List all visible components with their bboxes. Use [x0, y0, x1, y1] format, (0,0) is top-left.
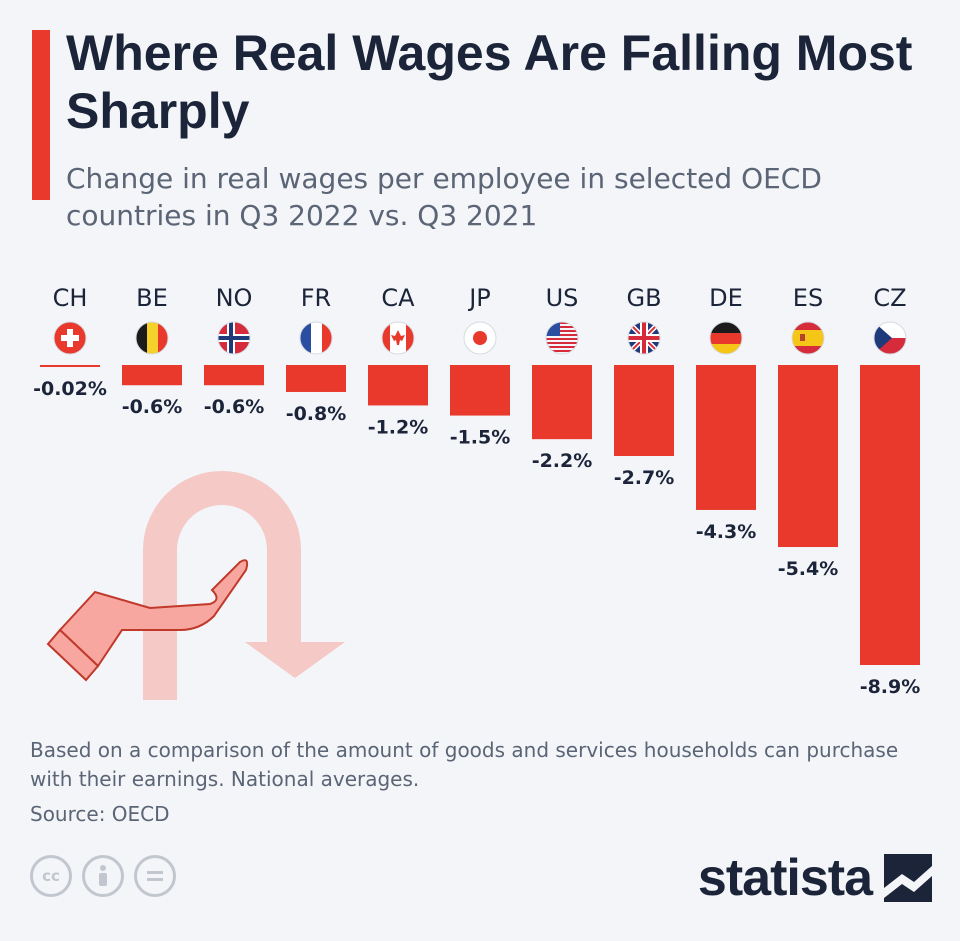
flag-japan-icon — [464, 322, 496, 354]
statista-logo[interactable]: statista — [698, 848, 932, 908]
bar-jp — [450, 365, 510, 416]
flag-norway-icon — [218, 322, 250, 354]
page-subtitle: Change in real wages per employee in sel… — [66, 162, 822, 232]
flag-switzerland-icon — [54, 322, 86, 354]
bar-us — [532, 365, 592, 440]
country-label-be: BE — [136, 284, 168, 312]
page-title: Where Real Wages Are Falling Most Sharpl… — [66, 25, 913, 139]
country-label-es: ES — [793, 284, 823, 312]
value-label-ca: -1.2% — [368, 416, 429, 438]
flag-outline — [791, 321, 825, 355]
statista-mark-icon — [884, 854, 932, 902]
country-label-cz: CZ — [873, 284, 906, 312]
value-label-ch: -0.02% — [33, 378, 107, 400]
country-label-de: DE — [709, 284, 743, 312]
flag-belgium-icon — [136, 322, 168, 354]
flag-france-icon — [300, 322, 332, 354]
flag-outline — [53, 321, 87, 355]
title-accent-bar — [32, 30, 50, 200]
country-label-fr: FR — [301, 284, 331, 312]
value-label-be: -0.6% — [122, 396, 183, 418]
value-label-gb: -2.7% — [614, 467, 675, 489]
flag-outline — [873, 321, 907, 355]
flag-outline — [135, 321, 169, 355]
country-label-gb: GB — [626, 284, 661, 312]
value-label-es: -5.4% — [778, 558, 839, 580]
bar-de — [696, 365, 756, 510]
bar-no — [204, 365, 264, 386]
value-label-de: -4.3% — [696, 521, 757, 543]
bar-chart: CH BE NO FR CA JP US GB DE ES CZ -0.02%-0.6% -0.6% -… — [33, 284, 921, 700]
flag-germany-icon — [710, 322, 742, 354]
flag-canada-icon — [382, 322, 414, 354]
flag-outline — [381, 321, 415, 355]
bar-es — [778, 365, 838, 548]
chart-note: Based on a comparison of the amount of g… — [30, 738, 899, 791]
country-label-us: US — [546, 284, 579, 312]
bar-ca — [368, 365, 428, 406]
country-label-no: NO — [216, 284, 253, 312]
value-label-jp: -1.5% — [450, 427, 511, 449]
bar-be — [122, 365, 182, 386]
flag-outline — [463, 321, 497, 355]
bar-fr — [286, 365, 346, 392]
country-label-ch: CH — [53, 284, 88, 312]
flag-outline — [299, 321, 333, 355]
value-label-no: -0.6% — [204, 396, 265, 418]
cc-icon[interactable]: cc — [30, 855, 72, 897]
flag-outline — [627, 321, 661, 355]
value-label-us: -2.2% — [532, 450, 593, 472]
value-label-cz: -8.9% — [860, 676, 921, 698]
source-text: Source: OECD — [30, 802, 170, 826]
country-label-jp: JP — [467, 284, 491, 312]
flag-outline — [545, 321, 579, 355]
flag-czechia-icon — [874, 322, 906, 354]
brand-name: statista — [697, 849, 873, 907]
flag-usa-icon — [546, 322, 578, 352]
value-label-fr: -0.8% — [286, 403, 347, 425]
flag-spain-icon — [792, 322, 824, 354]
flag-uk-icon — [628, 322, 660, 354]
falling-wage-hand-icon — [46, 471, 345, 700]
bar-cz — [860, 365, 920, 665]
attribution-icon[interactable] — [82, 855, 124, 897]
country-label-ca: CA — [381, 284, 415, 312]
no-derivatives-icon[interactable] — [134, 855, 176, 897]
bar-gb — [614, 365, 674, 457]
bar-ch — [40, 365, 100, 367]
license-icons: cc — [30, 855, 176, 897]
flag-outline — [217, 321, 251, 355]
flag-outline — [709, 321, 743, 355]
